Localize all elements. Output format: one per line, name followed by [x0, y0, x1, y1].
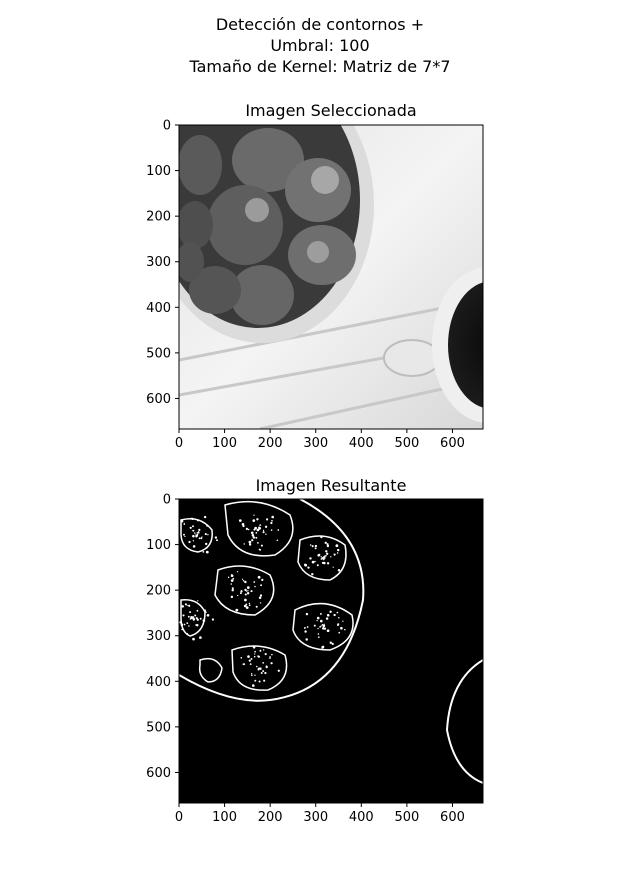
y-tick-label: 300	[146, 629, 171, 644]
x-tick-label: 600	[440, 436, 465, 451]
axes-frame	[178, 124, 484, 430]
subplot-title: Imagen Resultante	[256, 476, 407, 495]
y-tick-label: 600	[146, 766, 171, 781]
axis-ticks: 0 100 200 300 400 500 600 0 100 200 300 400 500 600	[146, 493, 465, 826]
x-tick-label: 500	[394, 810, 419, 825]
y-tick-label: 200	[146, 210, 171, 225]
x-tick-label: 300	[303, 810, 328, 825]
y-tick-label: 500	[146, 346, 171, 361]
suptitle-line-1: Detección de contornos +	[215, 15, 425, 34]
x-tick-label: 0	[175, 810, 183, 825]
y-tick-label: 600	[146, 392, 171, 407]
subplot-original: Imagen Seleccionada	[146, 101, 484, 452]
y-tick-label: 500	[146, 720, 171, 735]
y-tick-label: 400	[146, 301, 171, 316]
x-tick-label: 0	[175, 436, 183, 451]
suptitle-line-3: Tamaño de Kernel: Matriz de 7*7	[189, 57, 451, 76]
result-image	[179, 499, 483, 803]
x-tick-label: 200	[258, 436, 283, 451]
suptitle-line-2: Umbral: 100	[270, 36, 370, 55]
y-tick-label: 400	[146, 675, 171, 690]
x-tick-label: 400	[349, 436, 374, 451]
y-tick-label: 0	[163, 493, 171, 508]
x-tick-label: 100	[212, 810, 237, 825]
y-tick-label: 100	[146, 164, 171, 179]
x-tick-label: 500	[394, 436, 419, 451]
y-tick-label: 0	[163, 119, 171, 134]
x-tick-label: 400	[349, 810, 374, 825]
x-tick-label: 300	[303, 436, 328, 451]
x-tick-label: 100	[212, 436, 237, 451]
axis-ticks: 0 100 200 300 400 500 600 0 100 200 300 400 500 600	[146, 119, 465, 452]
y-tick-label: 100	[146, 538, 171, 553]
figure-suptitle: Detección de contornos + Umbral: 100 Tam…	[0, 14, 640, 77]
subplot-title: Imagen Seleccionada	[245, 101, 416, 120]
x-tick-label: 600	[440, 810, 465, 825]
x-tick-label: 200	[258, 810, 283, 825]
original-image	[179, 125, 483, 429]
y-tick-label: 200	[146, 584, 171, 599]
y-tick-label: 300	[146, 255, 171, 270]
axes-frame	[178, 498, 484, 804]
